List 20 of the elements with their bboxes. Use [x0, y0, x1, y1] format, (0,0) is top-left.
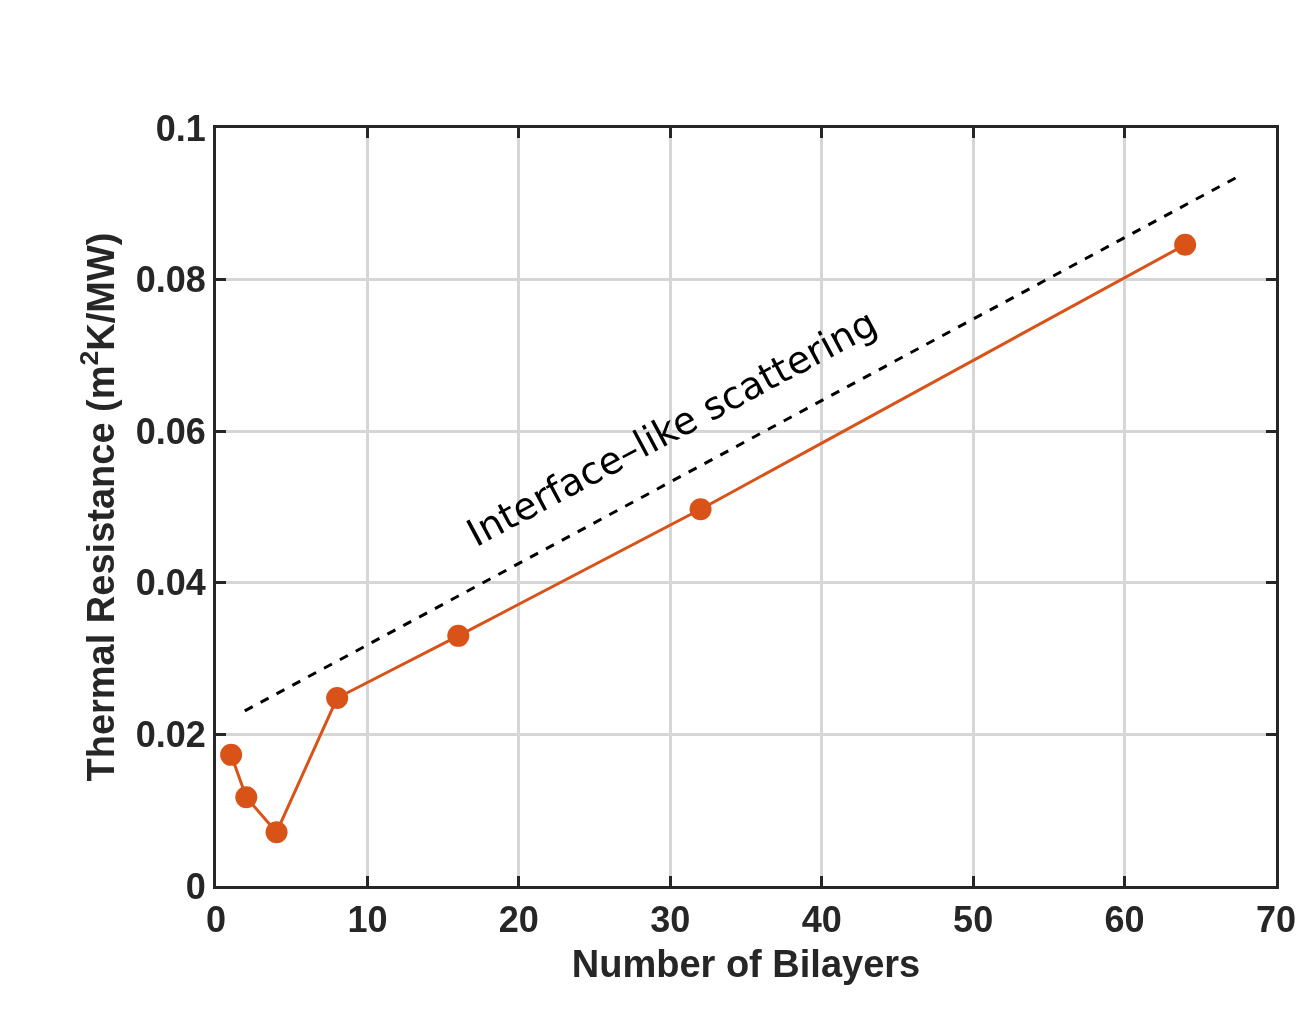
- y-tick-label: 0.06: [135, 410, 206, 452]
- point: [235, 786, 258, 809]
- x-tick-label: 70: [1255, 899, 1297, 941]
- x-tick-label: 50: [953, 899, 994, 941]
- y-tick-label: 0.04: [135, 562, 206, 604]
- point: [326, 687, 349, 710]
- x-tick-label: 30: [650, 899, 691, 941]
- x-tick-label: 10: [347, 899, 388, 941]
- point: [265, 821, 288, 844]
- x-tick-label: 20: [498, 899, 539, 941]
- point: [447, 624, 470, 647]
- point: [1174, 233, 1197, 256]
- y-tick-label: 0.1: [155, 107, 206, 149]
- y-tick-label: 0.02: [135, 714, 206, 755]
- y-tick-label: 0.08: [135, 259, 206, 301]
- point: [220, 743, 243, 766]
- y-tick-label: 0: [185, 865, 206, 907]
- x-axis-title: Number of Bilayers: [571, 943, 921, 986]
- x-tick-label: 60: [1104, 899, 1145, 941]
- x-tick-label: 40: [801, 899, 842, 941]
